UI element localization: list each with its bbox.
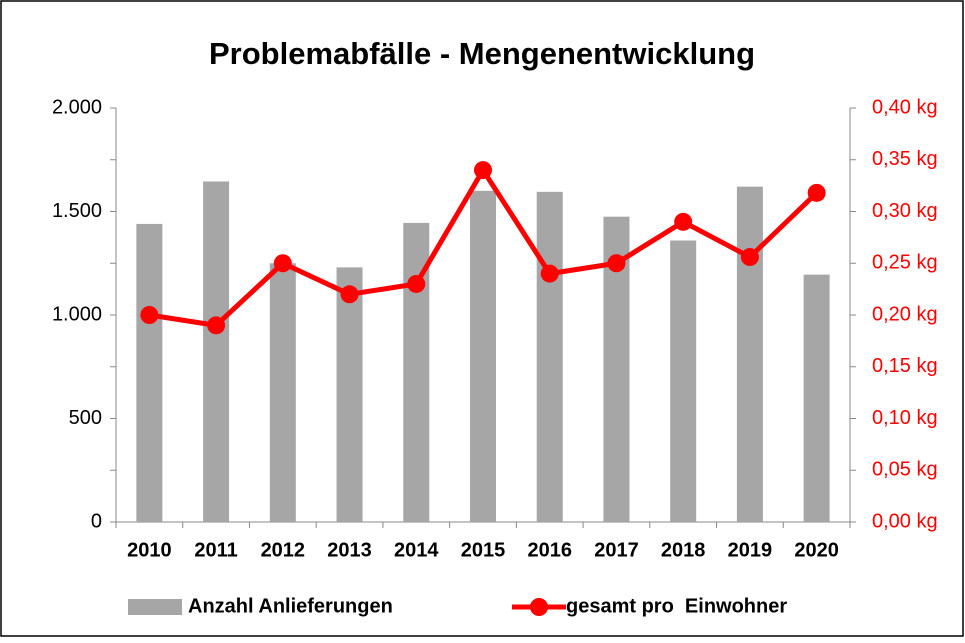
y-tick-label: 500 [69, 407, 102, 429]
marker [273, 254, 292, 273]
x-tick-label: 2013 [327, 539, 372, 561]
y2-tick-label: 0,15 kg [872, 355, 938, 377]
y2-tick-label: 0,25 kg [872, 252, 938, 274]
marker [674, 212, 693, 231]
y-tick-label: 1.500 [52, 200, 102, 222]
x-tick-label: 2017 [594, 539, 639, 561]
bar [803, 274, 830, 522]
x-tick-label: 2016 [527, 539, 572, 561]
y-tick-label: 1.000 [52, 303, 102, 325]
y-tick-label: 0 [91, 510, 102, 532]
marker [474, 161, 492, 180]
y2-tick-label: 0,40 kg [872, 96, 938, 118]
bar [136, 223, 163, 523]
bar [203, 181, 230, 523]
y2-tick-label: 0,30 kg [872, 200, 938, 222]
marker [607, 254, 626, 273]
y2-tick-label: 0,05 kg [872, 459, 938, 481]
y2-tick-label: 0,35 kg [872, 148, 938, 170]
legend-marker [530, 598, 548, 616]
bar [670, 240, 697, 523]
x-tick-label: 2011 [194, 539, 237, 561]
y2-tick-label: 0,20 kg [872, 303, 938, 325]
legend-label: gesamt pro Einwohner [566, 595, 787, 617]
bar [736, 186, 763, 522]
bar [269, 263, 296, 522]
x-tick-label: 2018 [661, 539, 706, 561]
legend-swatch [128, 599, 182, 615]
bar [470, 190, 496, 523]
x-tick-label: 2020 [794, 539, 839, 561]
bar [336, 267, 363, 522]
marker [807, 183, 826, 202]
marker [407, 274, 426, 293]
y-tick-label: 2.000 [52, 96, 102, 118]
marker [140, 306, 159, 324]
x-tick-label: 2012 [261, 539, 306, 561]
marker [740, 248, 759, 267]
marker [207, 316, 226, 335]
x-tick-label: 2014 [394, 539, 439, 561]
legend-label: Anzahl Anlieferungen [188, 595, 393, 617]
chart-title: Problemabfälle - Mengenentwicklung [209, 36, 755, 71]
marker [540, 264, 559, 283]
y2-tick-label: 0,10 kg [872, 407, 938, 429]
bar [536, 191, 563, 522]
x-tick-label: 2015 [461, 539, 506, 561]
x-tick-label: 2010 [127, 539, 172, 561]
marker [340, 285, 359, 304]
x-tick-label: 2019 [728, 539, 773, 561]
y2-tick-label: 0,00 kg [872, 510, 938, 532]
